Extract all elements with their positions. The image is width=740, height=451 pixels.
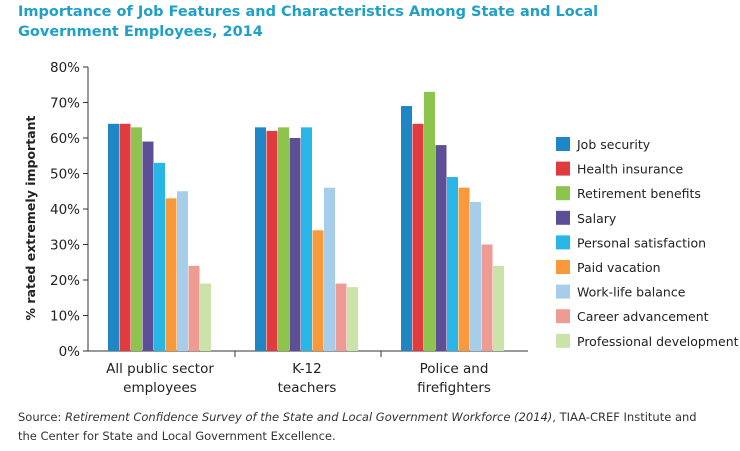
y-tick-label: 30% — [50, 238, 80, 254]
bar — [255, 127, 266, 351]
legend-swatch — [556, 284, 570, 299]
x-category-label: All public sector — [106, 361, 214, 377]
bar — [435, 145, 447, 351]
x-category-label: employees — [123, 380, 197, 396]
y-axis-label: % rated extremely important — [23, 115, 38, 320]
legend-label: Retirement benefits — [577, 186, 701, 201]
legend-label: Career advancement — [577, 309, 709, 324]
bar — [481, 244, 493, 351]
bar — [131, 127, 142, 351]
x-category-label: Police and — [420, 361, 489, 377]
bar — [188, 265, 200, 351]
source-prefix: Source: — [18, 410, 66, 424]
bar — [493, 265, 504, 351]
bar — [470, 201, 481, 351]
bar — [412, 123, 424, 351]
y-tick-label: 60% — [50, 131, 80, 147]
x-category-label: teachers — [278, 380, 337, 396]
bar — [278, 127, 289, 351]
chart-title-line-2: Government Employees, 2014 — [18, 24, 263, 40]
legend-swatch — [556, 333, 570, 348]
bar — [301, 127, 312, 351]
bar — [289, 138, 301, 351]
legend-label: Work-life balance — [577, 285, 686, 300]
legend-label: Personal satisfaction — [577, 235, 706, 250]
legend-swatch — [556, 260, 570, 274]
source-rest: , TIAA-CREF Institute and — [552, 410, 697, 424]
legend-swatch — [556, 309, 570, 324]
y-tick-label: 50% — [50, 167, 80, 183]
bar — [312, 230, 324, 351]
source-note: Source: Retirement Confidence Survey of … — [18, 408, 718, 446]
bar — [119, 123, 131, 351]
x-category-label: firefighters — [417, 380, 491, 396]
bar — [447, 177, 458, 351]
legend-label: Salary — [577, 211, 617, 226]
legend-swatch — [556, 210, 570, 225]
bar — [324, 187, 335, 351]
bar — [177, 191, 188, 351]
legend-swatch — [556, 235, 570, 250]
bar — [335, 283, 347, 351]
legend-label: Professional development — [577, 334, 739, 349]
legend-label: Health insurance — [577, 162, 683, 177]
x-category-label: K-12 — [292, 361, 322, 377]
y-tick-label: 80% — [50, 60, 80, 76]
bar-chart: 0% 10% 20% 30% 40% 50% 60% 70% 80% % rated extrem… — [23, 60, 739, 396]
bar — [142, 141, 154, 351]
y-tick-label: 20% — [50, 273, 80, 289]
bar — [154, 162, 165, 351]
bar — [347, 287, 358, 351]
bar — [424, 91, 435, 351]
y-tick-label: 10% — [50, 309, 80, 325]
bar — [266, 130, 278, 351]
legend-swatch — [556, 161, 570, 176]
bar — [458, 187, 470, 351]
y-tick-label: 40% — [50, 202, 80, 218]
legend-label: Job security — [576, 137, 651, 152]
y-tick-label: 0% — [59, 344, 81, 360]
bar — [401, 106, 412, 351]
legend-swatch — [556, 137, 570, 151]
chart-title-line-1: Importance of Job Features and Character… — [18, 4, 599, 20]
legend-swatch — [556, 186, 570, 201]
y-tick-label: 70% — [50, 96, 80, 112]
chart-title: Importance of Job Features and Character… — [18, 2, 618, 42]
source-line-2: the Center for State and Local Governmen… — [18, 429, 336, 443]
bar — [165, 198, 177, 351]
bar — [200, 283, 211, 351]
source-survey-title: Retirement Confidence Survey of the Stat… — [65, 410, 553, 424]
legend-label: Paid vacation — [577, 260, 661, 275]
bar — [108, 123, 119, 351]
